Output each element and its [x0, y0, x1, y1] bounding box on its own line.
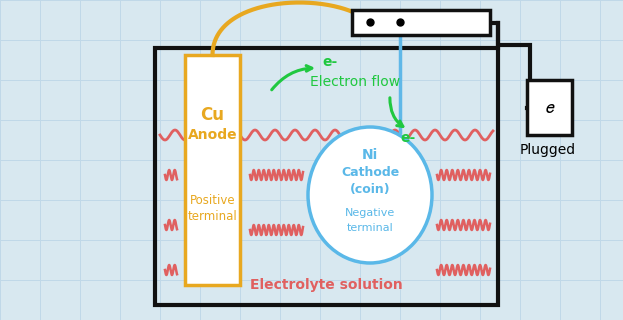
Text: e-: e-: [401, 131, 416, 145]
Bar: [155, 48, 498, 305]
Text: Ni: Ni: [362, 148, 378, 162]
Text: $\mathcal{e}$: $\mathcal{e}$: [544, 98, 555, 117]
Text: Electron flow: Electron flow: [310, 75, 400, 89]
Bar: [185, 55, 240, 285]
Text: Negative: Negative: [345, 208, 395, 218]
Text: Positive: Positive: [189, 194, 235, 206]
Bar: [527, 80, 572, 135]
Text: Cu: Cu: [201, 106, 224, 124]
Text: Plugged: Plugged: [520, 143, 576, 157]
Text: e-: e-: [322, 55, 337, 69]
Bar: [352, 10, 490, 35]
Text: Electrolyte solution: Electrolyte solution: [250, 278, 403, 292]
Text: terminal: terminal: [346, 223, 393, 233]
Text: Cathode: Cathode: [341, 166, 399, 180]
Text: terminal: terminal: [188, 210, 237, 222]
Text: Anode: Anode: [188, 128, 237, 142]
Ellipse shape: [308, 127, 432, 263]
Text: (coin): (coin): [350, 182, 391, 196]
